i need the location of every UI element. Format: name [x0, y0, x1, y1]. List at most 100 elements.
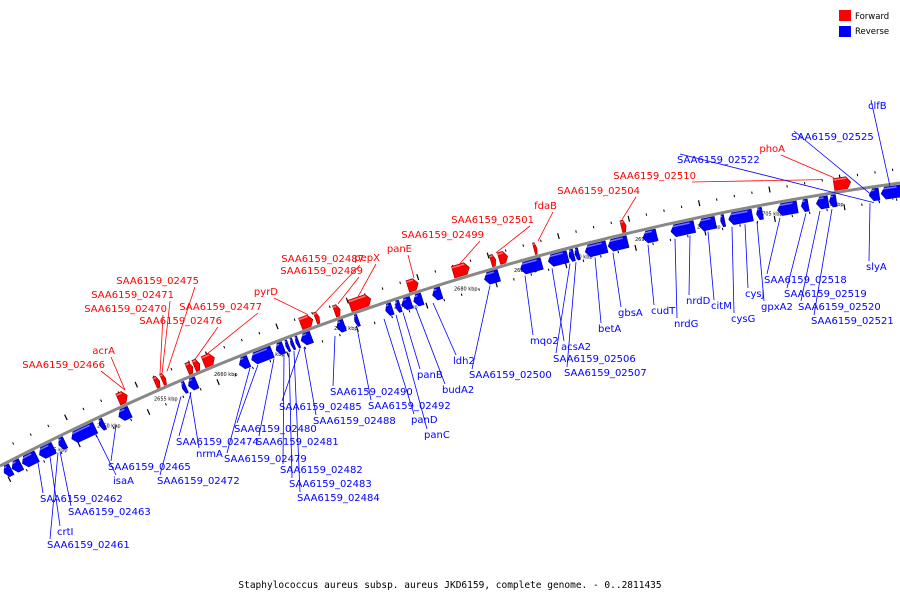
legend-item-reverse[interactable]: Reverse [839, 26, 889, 37]
gene-label-citm[interactable]: citM [711, 301, 732, 312]
reverse-gene[interactable] [9, 458, 25, 474]
reverse-gene[interactable] [393, 299, 403, 313]
gene-label-saa6159-02521[interactable]: SAA6159_02521 [811, 316, 894, 327]
gene-label-saa6159-02476[interactable]: SAA6159_02476 [139, 316, 222, 327]
reverse-gene[interactable] [880, 184, 900, 200]
reverse-gene[interactable] [755, 206, 764, 221]
reverse-gene[interactable] [519, 257, 544, 275]
gene-label-saa6159-02484[interactable]: SAA6159_02484 [297, 493, 380, 504]
gene-label-saa6159-02483[interactable]: SAA6159_02483 [289, 479, 372, 490]
gene-label-panc[interactable]: panC [424, 430, 450, 441]
reverse-gene[interactable] [56, 436, 69, 451]
forward-gene[interactable] [488, 254, 497, 268]
forward-gene[interactable] [115, 390, 130, 406]
gene-label-gpxa2[interactable]: gpxA2 [761, 302, 793, 313]
reverse-gene[interactable] [249, 345, 275, 365]
gene-label-saa6159-02518[interactable]: SAA6159_02518 [764, 275, 847, 286]
gene-label-saa6159-02463[interactable]: SAA6159_02463 [68, 507, 151, 518]
gene-label-fdab[interactable]: fdaB [534, 201, 557, 212]
gene-label-saa6159-02510[interactable]: SAA6159_02510 [613, 171, 696, 182]
reverse-gene[interactable] [583, 240, 609, 258]
gene-label-buda2[interactable]: budA2 [442, 385, 474, 396]
reverse-gene[interactable] [37, 441, 57, 460]
reverse-gene[interactable] [237, 355, 252, 370]
gene-label-saa6159-02481[interactable]: SAA6159_02481 [256, 437, 339, 448]
gene-label-saa6159-02477[interactable]: SAA6159_02477 [179, 302, 262, 313]
reverse-gene[interactable] [299, 330, 314, 346]
gene-label-clfb[interactable]: clfB [868, 101, 887, 112]
gene-label-saa6159-02462[interactable]: SAA6159_02462 [40, 494, 123, 505]
reverse-gene[interactable] [97, 417, 108, 431]
gene-label-saa6159-02487[interactable]: SAA6159_02487 [281, 254, 364, 265]
forward-gene[interactable] [347, 293, 373, 313]
reverse-gene[interactable] [483, 269, 501, 286]
gene-label-saa6159-02500[interactable]: SAA6159_02500 [469, 370, 552, 381]
gene-label-saa6159-02492[interactable]: SAA6159_02492 [368, 401, 451, 412]
reverse-gene[interactable] [641, 228, 659, 244]
forward-gene[interactable] [332, 304, 342, 318]
reverse-gene[interactable] [400, 296, 414, 312]
gene-label-saa6159-02471[interactable]: SAA6159_02471 [91, 290, 174, 301]
gene-label-acra[interactable]: acrA [92, 346, 115, 357]
gene-label-phoa[interactable]: phoA [759, 144, 785, 155]
reverse-gene[interactable] [384, 302, 395, 317]
gene-label-saa6159-02519[interactable]: SAA6159_02519 [784, 289, 867, 300]
reverse-gene[interactable] [335, 318, 347, 333]
reverse-gene[interactable] [727, 208, 754, 226]
gene-label-saa6159-02507[interactable]: SAA6159_02507 [564, 368, 647, 379]
reverse-gene[interactable] [606, 235, 630, 252]
reverse-gene[interactable] [868, 187, 881, 202]
gene-label-nrdg[interactable]: nrdG [674, 319, 698, 330]
gene-label-crti[interactable]: crtI [57, 527, 73, 538]
gene-label-nrdd[interactable]: nrdD [686, 296, 711, 307]
reverse-gene[interactable] [431, 286, 444, 301]
gene-label-acsa2[interactable]: acsA2 [561, 342, 591, 353]
reverse-gene[interactable] [815, 195, 830, 210]
reverse-gene[interactable] [573, 247, 581, 261]
forward-gene[interactable] [152, 375, 162, 389]
gene-label-saa6159-02489[interactable]: SAA6159_02489 [280, 266, 363, 277]
gene-label-saa6159-02479[interactable]: SAA6159_02479 [224, 454, 307, 465]
legend-item-forward[interactable]: Forward [839, 10, 889, 22]
gene-label-panb[interactable]: panB [417, 370, 443, 381]
reverse-gene[interactable] [828, 194, 838, 208]
reverse-gene[interactable] [669, 220, 697, 238]
gene-label-saa6159-02522[interactable]: SAA6159_02522 [677, 155, 760, 166]
reverse-gene[interactable] [412, 292, 425, 307]
gene-label-saa6159-02504[interactable]: SAA6159_02504 [557, 186, 640, 197]
gene-label-saa6159-02465[interactable]: SAA6159_02465 [108, 462, 191, 473]
forward-gene[interactable] [191, 358, 202, 372]
reverse-gene[interactable] [274, 341, 287, 356]
reverse-gene[interactable] [800, 198, 810, 212]
reverse-gene[interactable] [352, 313, 361, 327]
gene-label-pand[interactable]: panD [411, 415, 438, 426]
forward-gene[interactable] [298, 314, 315, 330]
forward-gene[interactable] [832, 176, 852, 191]
forward-gene[interactable] [184, 361, 195, 375]
gene-label-saa6159-02488[interactable]: SAA6159_02488 [313, 416, 396, 427]
gene-label-saa6159-02501[interactable]: SAA6159_02501 [451, 215, 534, 226]
gene-label-saa6159-02525[interactable]: SAA6159_02525 [791, 132, 874, 143]
gene-label-saa6159-02520[interactable]: SAA6159_02520 [798, 302, 881, 313]
gene-label-saa6159-02485[interactable]: SAA6159_02485 [279, 402, 362, 413]
gene-label-saa6159-02506[interactable]: SAA6159_02506 [553, 354, 636, 365]
gene-label-beta[interactable]: betA [598, 324, 621, 335]
gene-label-cysg[interactable]: cysG [731, 314, 755, 325]
gene-label-mqo2[interactable]: mqo2 [530, 336, 559, 347]
reverse-gene[interactable] [186, 376, 200, 392]
reverse-gene[interactable] [289, 337, 297, 351]
reverse-gene[interactable] [697, 216, 717, 232]
gene-label-pane[interactable]: panE [387, 244, 412, 255]
gene-label-saa6159-02499[interactable]: SAA6159_02499 [401, 230, 484, 241]
reverse-gene[interactable] [69, 421, 99, 444]
reverse-gene[interactable] [719, 214, 727, 228]
forward-gene[interactable] [496, 250, 509, 265]
gene-label-pyrd[interactable]: pyrD [254, 287, 278, 298]
reverse-gene[interactable] [546, 250, 570, 268]
gene-label-saa6159-02480[interactable]: SAA6159_02480 [234, 424, 317, 435]
reverse-gene[interactable] [1, 463, 15, 478]
gene-label-gbsa[interactable]: gbsA [618, 308, 643, 319]
gene-label-saa6159-02482[interactable]: SAA6159_02482 [280, 465, 363, 476]
reverse-gene[interactable] [180, 381, 189, 394]
gene-label-saa6159-02475[interactable]: SAA6159_02475 [116, 276, 199, 287]
